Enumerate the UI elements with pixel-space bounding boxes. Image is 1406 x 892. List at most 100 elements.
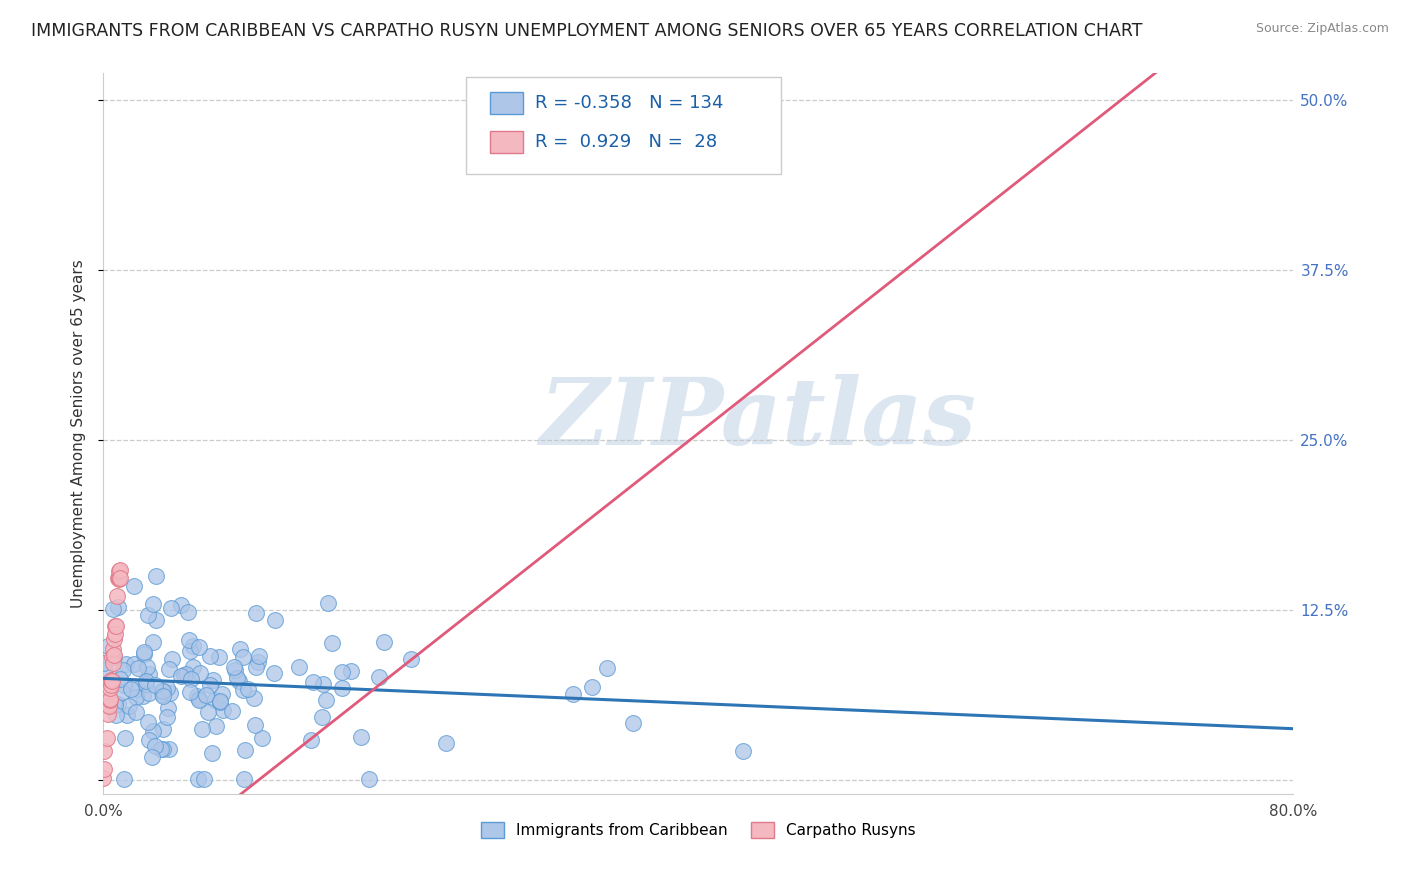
Point [97, 639, 120, 653]
Point [243, 691, 266, 706]
Point [134, 647, 156, 661]
Point [205, 719, 228, 733]
Point [136, 714, 159, 729]
Point [194, 688, 217, 702]
Point [318, 596, 340, 610]
Point [368, 670, 391, 684]
Point [100, 678, 122, 692]
Point [302, 675, 325, 690]
FancyBboxPatch shape [465, 77, 782, 174]
Point [150, 687, 173, 701]
Point [160, 652, 183, 666]
FancyBboxPatch shape [489, 93, 523, 114]
Point [197, 706, 219, 720]
Point [224, 663, 246, 677]
Point [193, 772, 215, 786]
Point [100, 673, 122, 688]
Point [350, 730, 373, 744]
Point [252, 731, 274, 745]
Point [222, 659, 245, 673]
Point [198, 648, 221, 663]
Point [170, 599, 193, 613]
Point [177, 632, 200, 647]
Point [115, 657, 138, 672]
Point [332, 681, 354, 696]
Point [103, 650, 125, 665]
Point [208, 650, 231, 665]
Point [152, 741, 174, 756]
Point [204, 693, 226, 707]
Point [91, 772, 114, 786]
Point [98, 698, 121, 713]
Point [188, 692, 211, 706]
Point [103, 641, 125, 656]
Point [233, 772, 256, 786]
Point [562, 687, 585, 701]
Point [209, 693, 232, 707]
Point [152, 722, 174, 736]
Point [105, 708, 128, 723]
Point [101, 656, 124, 670]
Point [233, 743, 256, 757]
Point [125, 705, 148, 719]
FancyBboxPatch shape [489, 131, 523, 153]
Point [177, 605, 200, 619]
Point [114, 731, 136, 746]
Point [186, 689, 208, 703]
Legend: Immigrants from Caribbean, Carpatho Rusyns: Immigrants from Caribbean, Carpatho Rusy… [475, 816, 921, 844]
Point [621, 716, 644, 731]
Point [127, 682, 149, 697]
Point [96, 731, 118, 746]
Point [143, 678, 166, 692]
Point [245, 659, 267, 673]
Point [596, 661, 619, 675]
Point [315, 693, 337, 707]
Point [94, 663, 117, 677]
Point [135, 677, 157, 691]
Point [159, 686, 181, 700]
Point [150, 684, 173, 698]
Point [98, 681, 121, 696]
Point [149, 741, 172, 756]
Point [187, 640, 209, 654]
Point [143, 739, 166, 754]
Point [107, 599, 129, 614]
Point [145, 569, 167, 583]
Point [132, 645, 155, 659]
Point [232, 650, 254, 665]
Text: R =  0.929   N =  28: R = 0.929 N = 28 [536, 133, 717, 152]
Point [238, 682, 260, 697]
Point [104, 618, 127, 632]
Point [98, 692, 121, 706]
Point [107, 698, 129, 712]
Point [159, 601, 181, 615]
Point [152, 690, 174, 704]
Point [229, 642, 252, 657]
Point [138, 607, 160, 622]
Point [311, 710, 333, 724]
Point [731, 744, 754, 758]
Point [245, 717, 267, 731]
Point [142, 597, 165, 611]
Point [108, 564, 131, 578]
Point [156, 709, 179, 723]
Point [117, 698, 139, 713]
Point [263, 665, 285, 680]
Point [157, 662, 180, 676]
Point [179, 643, 201, 657]
Point [157, 700, 180, 714]
Point [105, 618, 128, 632]
Point [107, 589, 129, 603]
Point [340, 664, 363, 678]
Point [401, 652, 423, 666]
Point [581, 681, 603, 695]
Point [93, 743, 115, 757]
Point [111, 663, 134, 677]
Point [108, 571, 131, 585]
Point [104, 627, 127, 641]
Point [112, 772, 135, 786]
Point [247, 655, 270, 669]
Point [108, 563, 131, 577]
Point [221, 704, 243, 718]
Point [330, 665, 353, 679]
